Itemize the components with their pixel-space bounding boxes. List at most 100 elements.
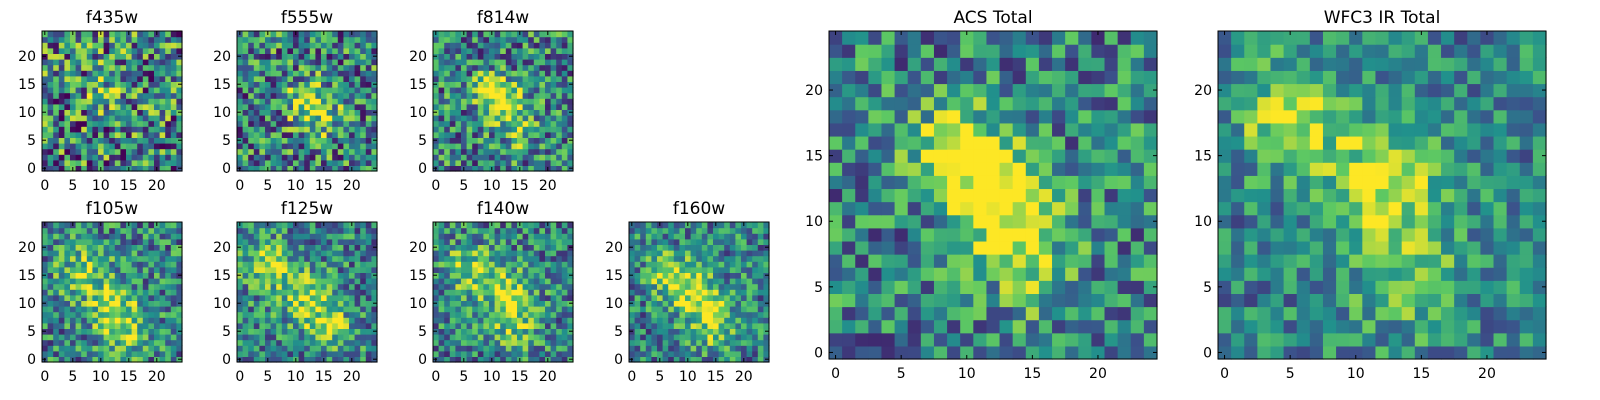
heatmap-cell [461,109,468,116]
heatmap-cell [154,350,161,357]
heatmap-cell [461,64,468,71]
heatmap-cell [242,137,249,144]
heatmap-cell [120,47,127,54]
heatmap-cell [433,233,440,240]
heatmap-cell [1104,227,1119,242]
heatmap-cell [349,98,356,105]
heatmap-cell [92,227,99,234]
heatmap-cell [253,306,260,313]
heatmap-cell [326,238,333,245]
heatmap-cell [159,250,166,257]
heatmap-cell [92,311,99,318]
heatmap-cell [70,36,77,43]
heatmap-cell [735,266,742,273]
heatmap-cell [81,126,88,133]
heatmap-cell [533,339,540,346]
heatmap-cell [933,280,948,294]
heatmap-cell [270,283,277,290]
heatmap-cell [165,70,172,77]
heatmap-cell [668,266,675,273]
heatmap-cell [360,233,367,240]
heatmap-cell [242,42,249,49]
heatmap-cell [718,339,725,346]
heatmap-cell [70,294,77,301]
heatmap-cell [131,131,138,138]
heatmap-cell [550,92,557,99]
heatmap-cell [556,42,563,49]
heatmap-cell [109,244,116,251]
heatmap-cell [365,250,372,257]
heatmap-cell [148,238,155,245]
heatmap-cell [477,300,484,307]
heatmap-cell [321,294,328,301]
heatmap-cell [170,255,177,262]
heatmap-cell [746,350,753,357]
heatmap-cell [489,311,496,318]
heatmap-cell [528,255,535,262]
heatmap-cell [522,87,529,94]
heatmap-cell [343,64,350,71]
heatmap-cell [461,306,468,313]
heatmap-cell [148,31,155,38]
heatmap-cell [114,109,121,116]
heatmap-cell [165,47,172,54]
heatmap-cell [438,42,445,49]
heatmap-cell [752,266,759,273]
heatmap-cell [494,70,501,77]
heatmap-cell [360,148,367,155]
heatmap-cell [176,143,183,150]
heatmap-cell [349,233,356,240]
heatmap-cell [170,322,177,329]
heatmap-cell [746,356,753,363]
heatmap-cell [75,70,82,77]
x-tick-label: 5 [263,178,272,194]
heatmap-cell [354,42,361,49]
heatmap-cell [1052,306,1066,321]
heatmap-cell [343,294,350,301]
heatmap-cell [287,322,294,329]
heatmap-cell [360,120,367,127]
heatmap-cell [293,42,300,49]
heatmap-cell [634,306,641,313]
heatmap-cell [126,159,133,166]
heatmap-cell [114,75,121,82]
heatmap-cell [533,59,540,66]
heatmap-cell [539,250,546,257]
heatmap-cell [629,294,636,301]
heatmap-cell [265,64,272,71]
heatmap-cell [735,261,742,268]
heatmap-cell [148,115,155,122]
x-tick-label: 5 [655,369,664,385]
heatmap-cell [270,227,277,234]
heatmap-cell [522,238,529,245]
heatmap-cell [662,222,669,229]
heatmap-cell [253,103,260,110]
heatmap-cell [461,334,468,341]
heatmap-cell [287,261,294,268]
heatmap-cell [517,345,524,352]
heatmap-cell [455,222,462,229]
heatmap-cell [763,250,770,257]
heatmap-cell [505,70,512,77]
heatmap-cell [154,278,161,285]
heatmap-cell [477,75,484,82]
heatmap-cell [651,317,658,324]
heatmap-cell [148,255,155,262]
heatmap-cell [360,328,367,335]
heatmap-cell [365,42,372,49]
heatmap-cell [349,64,356,71]
heatmap-cell [528,306,535,313]
heatmap-cell [165,317,172,324]
heatmap-cell [511,294,518,301]
heatmap-cell [304,227,311,234]
heatmap-cell [58,92,65,99]
heatmap-cell [477,311,484,318]
heatmap-cell [131,36,138,43]
heatmap-cell [98,126,105,133]
heatmap-cell [868,227,883,242]
heatmap-cell [556,317,563,324]
heatmap-cell [640,244,647,251]
heatmap-cell [371,250,378,257]
heatmap-cell [634,255,641,262]
